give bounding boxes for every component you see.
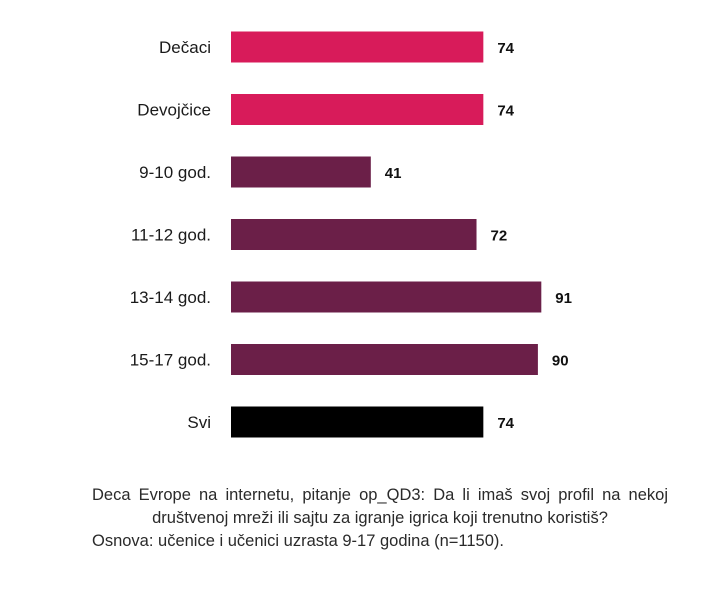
bar-devojcice: [231, 94, 484, 125]
bar-11-12-god: [231, 219, 477, 250]
bar-svi: [231, 406, 484, 438]
category-label-svi: Svi: [187, 413, 211, 432]
caption-basis: Osnova: učenice i učenici uzrasta 9-17 g…: [92, 532, 504, 550]
value-label-13-14-god: 91: [555, 290, 572, 307]
chart-caption: Deca Evrope na internetu, pitanje op_QD3…: [92, 484, 668, 553]
caption-question: Deca Evrope na internetu, pitanje op_QD3…: [92, 486, 668, 527]
value-label-svi: 74: [497, 415, 514, 432]
value-label-11-12-god: 72: [491, 228, 508, 245]
value-label-devojcice: 74: [497, 103, 514, 120]
bar-15-17-god: [231, 344, 538, 375]
category-label-13-14-god: 13-14 god.: [130, 288, 211, 307]
category-label-9-10-god: 9-10 god.: [139, 163, 211, 182]
category-label-decaci: Dečaci: [159, 38, 211, 57]
value-label-15-17-god: 90: [552, 353, 569, 370]
value-label-9-10-god: 41: [385, 165, 402, 182]
category-label-devojcice: Devojčice: [137, 101, 211, 120]
category-label-15-17-god: 15-17 god.: [130, 351, 211, 370]
bar-13-14-god: [231, 281, 542, 313]
value-label-decaci: 74: [497, 40, 514, 57]
bar-decaci: [231, 31, 484, 63]
bar-chart: Dečaci 74 Devojčice 74 9-10 god. 41 11-12 god.…: [130, 31, 572, 438]
category-label-11-12-god: 11-12 god.: [131, 226, 211, 245]
bar-9-10-god: [231, 156, 371, 188]
